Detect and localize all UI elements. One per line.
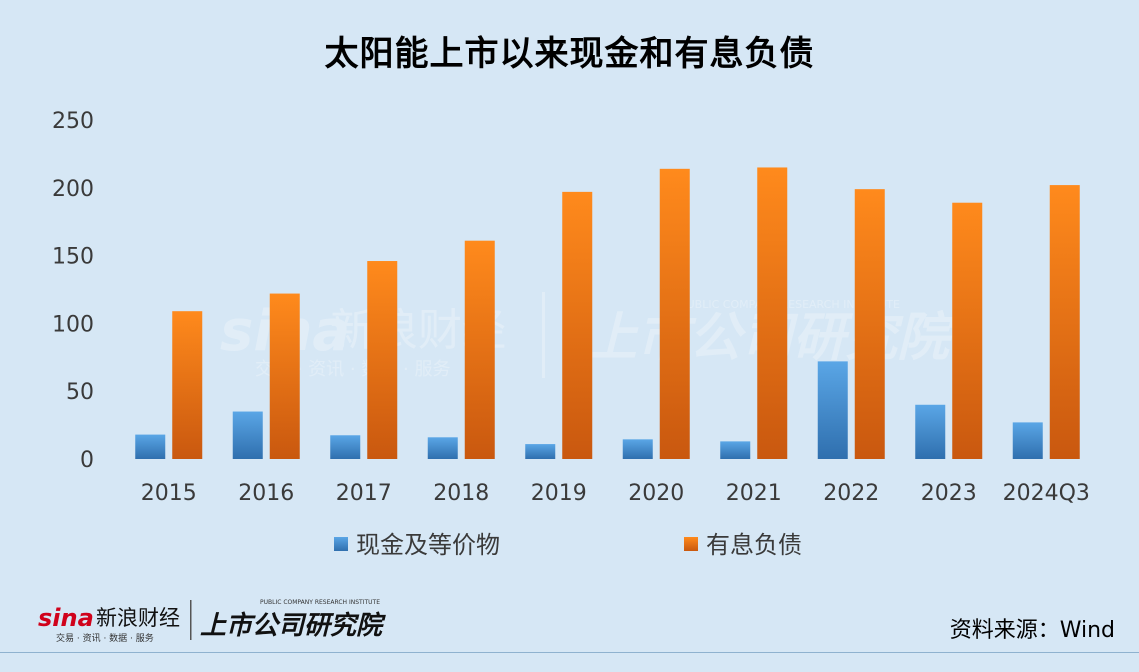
institute-name: 上市公司研究院 — [200, 611, 386, 641]
debt-bar — [757, 167, 788, 459]
y-tick-label: 150 — [52, 245, 94, 270]
x-tick-label: 2019 — [531, 481, 587, 506]
debt-bar-legend-swatch — [684, 537, 698, 551]
debt-bar — [269, 293, 300, 459]
debt-bar — [464, 240, 495, 459]
source-note: 资料来源：Wind — [949, 618, 1115, 643]
y-tick-label: 0 — [80, 448, 94, 473]
bars — [135, 167, 1080, 460]
debt-bar — [854, 189, 885, 459]
debt-bar — [172, 311, 203, 459]
cash-bar — [720, 441, 751, 459]
cash-bar — [915, 404, 946, 459]
legend-label: 现金及等价物 — [356, 531, 500, 559]
x-tick-label: 2017 — [336, 481, 392, 506]
x-tick-label: 2020 — [628, 481, 684, 506]
cash-bar — [330, 435, 361, 459]
y-tick-label: 200 — [52, 177, 94, 202]
x-tick-label: 2022 — [823, 481, 879, 506]
legend-label: 有息负债 — [706, 531, 802, 559]
debt-bar — [367, 261, 398, 459]
footer-divider — [0, 652, 1139, 653]
x-tick-label: 2016 — [238, 481, 294, 506]
debt-bar — [562, 191, 593, 460]
sina-name: 新浪财经 — [96, 606, 180, 630]
x-tick-label: 2024Q3 — [1003, 481, 1090, 506]
x-axis: 2015 2016 2017 2018 2019 2020 2021 2022 2023 2024… — [141, 481, 1090, 506]
sina-logo: sina — [38, 604, 94, 632]
y-tick-label: 50 — [66, 380, 94, 405]
debt-bar — [659, 168, 690, 460]
cash-bar — [135, 434, 166, 459]
debt-bar — [1049, 185, 1080, 459]
y-tick-label: 100 — [52, 312, 94, 337]
x-tick-label: 2023 — [921, 481, 977, 506]
x-tick-label: 2015 — [141, 481, 197, 506]
legend: 现金及等价物 有息负债 — [334, 531, 802, 559]
cash-bar — [427, 437, 458, 459]
cash-bar — [232, 411, 263, 459]
chart-title: 太阳能上市以来现金和有息负债 — [324, 34, 815, 74]
institute-en: PUBLIC COMPANY RESEARCH INSTITUTE — [260, 599, 380, 606]
cash-bar-legend-swatch — [334, 537, 348, 551]
y-axis: 0 50 100 150 200 250 — [52, 109, 94, 473]
sina-tagline: 交易 · 资讯 · 数据 · 服务 — [56, 632, 154, 644]
cash-bar — [1012, 422, 1043, 459]
cash-bar — [525, 444, 556, 459]
brand-footer: sina 新浪财经 交易 · 资讯 · 数据 · 服务 PUBLIC COMPA… — [38, 599, 386, 644]
y-tick-label: 250 — [52, 109, 94, 134]
watermark-sina-tagline: 交易 · 资讯 · 数据 · 服务 — [255, 359, 451, 380]
cash-bar — [622, 439, 653, 459]
watermark-institute-en: PUBLIC COMPANY RESEARCH INSTITUTE — [680, 298, 900, 311]
cash-bar — [817, 361, 848, 459]
debt-bar — [952, 202, 983, 459]
x-tick-label: 2018 — [433, 481, 489, 506]
x-tick-label: 2021 — [726, 481, 782, 506]
